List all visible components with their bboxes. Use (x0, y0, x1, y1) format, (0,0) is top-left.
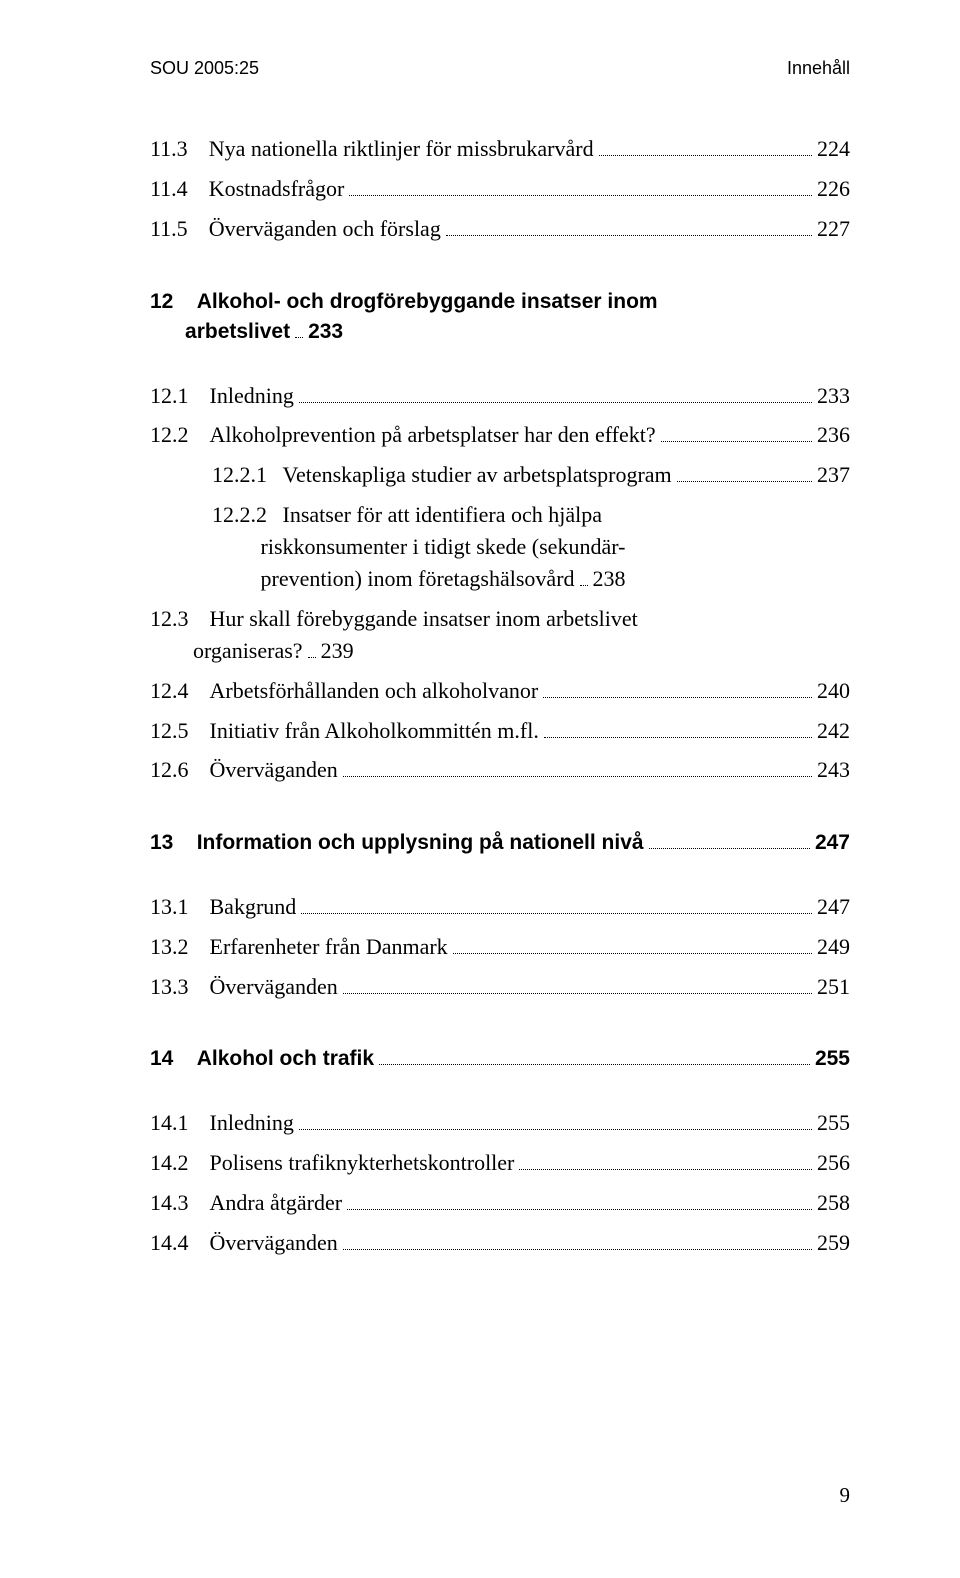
toc-text: Arbetsförhållanden och alkoholvanor (210, 675, 539, 707)
toc-section: 12.1 Inledning 233 (150, 380, 850, 412)
toc-page: 251 (817, 971, 850, 1003)
toc-number: 14.3 (150, 1187, 210, 1219)
toc-text: Överväganden (210, 971, 338, 1003)
page-header: SOU 2005:25 Innehåll (150, 58, 850, 79)
toc-number: 13.2 (150, 931, 210, 963)
toc-page: 247 (817, 891, 850, 923)
toc-page: 226 (817, 173, 850, 205)
toc-text: Alkohol och trafik (197, 1044, 374, 1074)
toc-page: 240 (817, 675, 850, 707)
toc-number: 13.3 (150, 971, 210, 1003)
toc-page: 224 (817, 133, 850, 165)
toc-text: organiseras? (193, 635, 303, 667)
toc-text: Insatser för att identifiera och hjälpa (283, 499, 602, 531)
toc-chapter: 14 Alkohol och trafik 255 (150, 1044, 850, 1074)
toc-number: 14 (150, 1044, 197, 1074)
toc-page: 238 (593, 563, 626, 595)
toc-page: 255 (815, 1044, 850, 1074)
toc-page: 249 (817, 931, 850, 963)
toc-number: 12.4 (150, 675, 210, 707)
toc-page: 243 (817, 754, 850, 786)
toc-section: 14.1 Inledning 255 (150, 1107, 850, 1139)
toc-section: 12.3 Hur skall förebyggande insatser ino… (150, 603, 850, 667)
toc-text: arbetslivet (185, 317, 290, 347)
toc-text: prevention) inom företagshälsovård (261, 563, 575, 595)
toc-number: 12.1 (150, 380, 210, 412)
toc-text: Information och upplysning på nationell … (197, 828, 644, 858)
toc-number: 12.2.2 (150, 499, 283, 531)
toc-text: Överväganden (210, 1227, 338, 1259)
toc-section: 12.6 Överväganden 243 (150, 754, 850, 786)
toc-number: 14.1 (150, 1107, 210, 1139)
toc-number: 11.5 (150, 213, 209, 245)
toc-text: Nya nationella riktlinjer för missbrukar… (209, 133, 594, 165)
toc-text: Överväganden och förslag (209, 213, 441, 245)
toc-number: 11.4 (150, 173, 209, 205)
toc-page: 236 (817, 419, 850, 451)
toc-number: 12.6 (150, 754, 210, 786)
toc-number: 12 (150, 287, 197, 317)
toc-section: 12.4 Arbetsförhållanden och alkoholvanor… (150, 675, 850, 707)
toc-number: 13 (150, 828, 197, 858)
toc-subsection: 12.2.2 Insatser för att identifiera och … (150, 499, 850, 595)
toc-section: 11.3 Nya nationella riktlinjer för missb… (150, 133, 850, 165)
toc-page: 256 (817, 1147, 850, 1179)
toc-text: Andra åtgärder (210, 1187, 343, 1219)
toc-text: Initiativ från Alkoholkommittén m.fl. (210, 715, 539, 747)
toc-page: 258 (817, 1187, 850, 1219)
toc-section: 14.3 Andra åtgärder 258 (150, 1187, 850, 1219)
toc-text: Överväganden (210, 754, 338, 786)
toc-number: 14.4 (150, 1227, 210, 1259)
toc-text: Polisens trafiknykterhetskontroller (210, 1147, 515, 1179)
toc-page: 233 (308, 317, 343, 347)
toc-number: 14.2 (150, 1147, 210, 1179)
toc-chapter: 13 Information och upplysning på natione… (150, 828, 850, 858)
toc-text: riskkonsumenter i tidigt skede (sekundär… (261, 531, 626, 563)
toc-page: 233 (817, 380, 850, 412)
header-left: SOU 2005:25 (150, 58, 259, 79)
toc-text: Alkoholprevention på arbetsplatser har d… (210, 419, 656, 451)
toc-section: 13.1 Bakgrund 247 (150, 891, 850, 923)
toc-number: 11.3 (150, 133, 209, 165)
toc-text: Alkohol- och drogförebyggande insatser i… (197, 287, 658, 317)
toc-section: 11.4 Kostnadsfrågor 226 (150, 173, 850, 205)
toc-page: 237 (817, 459, 850, 491)
toc-section: 14.4 Överväganden 259 (150, 1227, 850, 1259)
toc-chapter: 12 Alkohol- och drogförebyggande insatse… (150, 287, 850, 348)
toc-page: 239 (321, 635, 354, 667)
toc-page: 227 (817, 213, 850, 245)
toc-section: 13.3 Överväganden 251 (150, 971, 850, 1003)
toc-page: 242 (817, 715, 850, 747)
toc-number: 12.3 (150, 603, 210, 635)
page-number: 9 (840, 1483, 851, 1508)
toc-text: Inledning (210, 380, 294, 412)
toc-section: 11.5 Överväganden och förslag 227 (150, 213, 850, 245)
header-right: Innehåll (787, 58, 850, 79)
document-page: SOU 2005:25 Innehåll 11.3 Nya nationella… (0, 0, 960, 1258)
toc-text: Hur skall förebyggande insatser inom arb… (210, 603, 638, 635)
toc-section: 13.2 Erfarenheter från Danmark 249 (150, 931, 850, 963)
toc-number: 12.5 (150, 715, 210, 747)
toc-page: 247 (815, 828, 850, 858)
toc-text: Erfarenheter från Danmark (210, 931, 448, 963)
toc-number: 12.2.1 (150, 459, 283, 491)
toc-page: 255 (817, 1107, 850, 1139)
toc-section: 14.2 Polisens trafiknykterhetskontroller… (150, 1147, 850, 1179)
toc-text: Bakgrund (210, 891, 297, 923)
toc-subsection: 12.2.1 Vetenskapliga studier av arbetspl… (150, 459, 850, 491)
toc-number: 13.1 (150, 891, 210, 923)
toc-text: Vetenskapliga studier av arbetsplatsprog… (283, 459, 672, 491)
table-of-contents: 11.3 Nya nationella riktlinjer för missb… (150, 133, 850, 1258)
toc-number: 12.2 (150, 419, 210, 451)
toc-text: Inledning (210, 1107, 294, 1139)
toc-page: 259 (817, 1227, 850, 1259)
toc-section: 12.5 Initiativ från Alkoholkommittén m.f… (150, 715, 850, 747)
toc-text: Kostnadsfrågor (209, 173, 345, 205)
toc-section: 12.2 Alkoholprevention på arbetsplatser … (150, 419, 850, 451)
